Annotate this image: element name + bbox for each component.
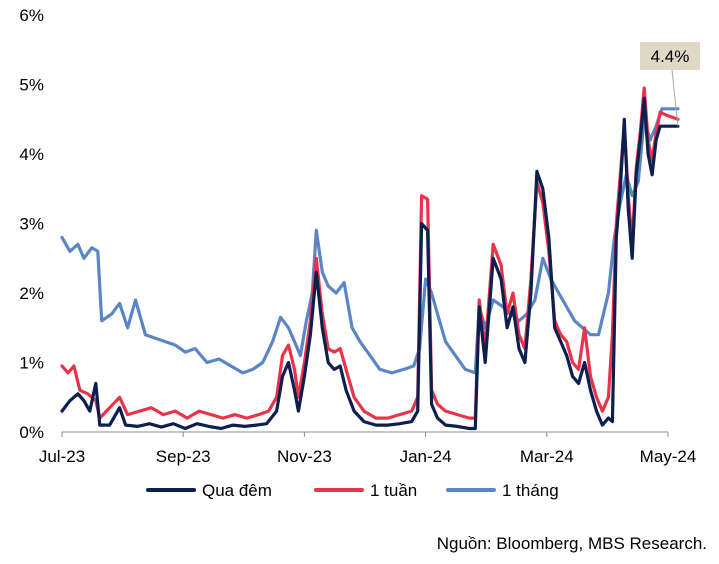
series-line-overnight [60,96,680,431]
y-tick-label: 4% [19,145,44,164]
y-tick-label: 1% [19,354,44,373]
legend: Qua đêm 1 tuần 1 tháng [146,481,559,500]
y-tick-label: 0% [19,423,44,442]
value-callout: 4.4% [640,42,700,127]
series-line-one-month [60,107,680,375]
callout-leader-line [671,69,679,127]
y-tick-label: 3% [19,215,44,234]
x-tick-label: Sep-23 [156,447,211,466]
x-tick-label: Mar-24 [520,447,574,466]
callout-value: 4.4% [651,47,690,66]
x-tick-label: May-24 [640,447,697,466]
y-axis-ticks: 0% 1% 2% 3% 4% 5% 6% [19,6,44,442]
y-tick-label: 6% [19,6,44,25]
callout-box [640,42,700,70]
source-note: Nguồn: Bloomberg, MBS Research. [436,534,707,553]
series-lines [60,86,680,431]
y-tick-label: 5% [19,76,44,95]
series-line-one-week [60,86,680,420]
x-tick-label: Jul-23 [39,447,85,466]
legend-label: Qua đêm [202,481,272,500]
x-tick-label: Nov-23 [277,447,332,466]
y-tick-label: 2% [19,284,44,303]
x-axis: Jul-23 Sep-23 Nov-23 Jan-24 Mar-24 May-24 [39,431,697,466]
legend-label: 1 tuần [370,481,417,500]
legend-label: 1 tháng [502,481,559,500]
x-tick-label: Jan-24 [400,447,452,466]
